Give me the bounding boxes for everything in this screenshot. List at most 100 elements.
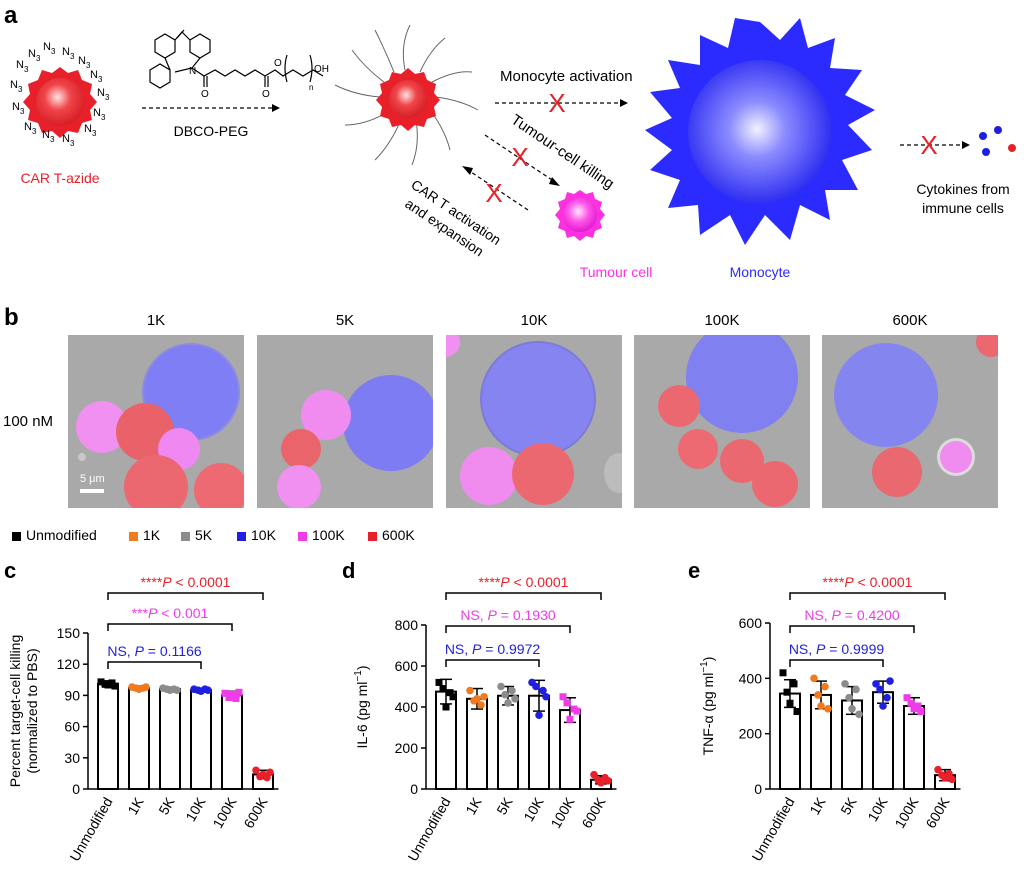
panel-letter: e <box>688 560 700 583</box>
data-point <box>235 688 243 696</box>
bar <box>903 705 925 790</box>
svg-text:N3: N3 <box>10 79 23 94</box>
data-point <box>111 682 119 690</box>
data-point <box>252 766 260 775</box>
data-point <box>917 708 925 716</box>
data-point <box>97 678 105 686</box>
svg-text:N3: N3 <box>90 69 103 84</box>
data-point <box>497 682 505 691</box>
data-point <box>779 669 787 677</box>
comparison-label: NS, P = 0.9972 <box>445 641 541 657</box>
cytokine-dot-blue-1 <box>979 132 987 140</box>
dbco-n-atom: N <box>189 66 196 77</box>
legend-swatch <box>12 532 21 541</box>
y-tick-label: 30 <box>64 750 80 766</box>
y-axis-label: TNF-α (pg ml−1) <box>699 657 716 756</box>
x-tick-label: 100K <box>209 794 240 831</box>
panel-b-letter: b <box>4 304 19 331</box>
data-point <box>466 686 474 695</box>
data-point <box>903 694 911 702</box>
dbco-peg-label: DBCO-PEG <box>174 123 249 139</box>
y-axis-label-line2: (normalized to PBS) <box>24 648 40 773</box>
x-tick-label: Unmodified <box>66 795 115 864</box>
svg-text:N3: N3 <box>24 121 37 136</box>
micrograph-5k <box>257 335 433 508</box>
bar <box>159 688 181 790</box>
x-tick-label: 1K <box>462 794 485 817</box>
data-point <box>852 685 860 694</box>
data-point <box>793 708 801 716</box>
y-tick-label: 0 <box>754 781 762 797</box>
data-point <box>573 707 581 715</box>
y-tick-label: 60 <box>64 719 80 735</box>
data-point <box>821 682 829 691</box>
data-point <box>542 692 550 701</box>
x-tick-label: 600K <box>578 794 609 831</box>
y-tick-label: 0 <box>410 781 418 797</box>
chart-c: c 0 30 60 90 120 150 Percent target-cell killin… <box>4 560 279 864</box>
data-point <box>504 699 512 707</box>
dbco-peg-structure <box>149 29 324 89</box>
panel-a-letter: a <box>4 2 18 29</box>
comparison-label: NS, P = 0.4200 <box>804 607 900 623</box>
legend-swatch <box>181 532 190 541</box>
car-t-azide-label: CAR T-azide <box>20 170 99 186</box>
x-tick-label: 1K <box>806 794 829 817</box>
pegylated-car-t-cell <box>376 68 440 131</box>
column-label-5k: 5K <box>335 312 355 329</box>
scale-bar <box>80 489 104 493</box>
comparison-label: ****P < 0.0001 <box>141 574 231 590</box>
comparison-bracket <box>789 592 946 600</box>
data-point <box>848 704 856 713</box>
x-tick-label: 600K <box>240 794 271 831</box>
data-point <box>477 701 485 709</box>
y-tick-label: 120 <box>57 656 81 672</box>
data-point <box>266 768 274 777</box>
data-point <box>590 770 598 779</box>
data-point <box>559 693 567 701</box>
dbco-n-subscript: n <box>309 83 313 92</box>
svg-text:N3: N3 <box>28 48 41 63</box>
x-tick-label: 1K <box>124 794 147 817</box>
data-point <box>783 688 791 696</box>
data-point <box>449 693 457 701</box>
monocyte-cell <box>645 18 875 245</box>
data-point <box>532 682 540 691</box>
legend-label: 10K <box>251 527 276 543</box>
dbco-o-atom-3: O <box>274 58 282 69</box>
data-point <box>104 681 112 689</box>
data-point <box>855 710 863 719</box>
panel-a-schematic: N3 N3 N3 N3 N3 N3 N3 N3 N3 N3 N3 N3 N3 N… <box>10 18 1016 280</box>
svg-text:N3: N3 <box>93 107 106 122</box>
cytokine-dot-blue-3 <box>982 148 990 156</box>
row-label: 100 nM <box>3 413 54 430</box>
svg-text:N3: N3 <box>84 123 97 138</box>
column-label-1k: 1K <box>146 312 166 329</box>
y-tick-label: 600 <box>739 615 763 631</box>
legend-swatch <box>129 532 138 541</box>
micrograph-600k <box>822 335 998 508</box>
x-tick-label: 5K <box>155 794 178 817</box>
tumour-cell-label: Tumour cell <box>580 264 653 280</box>
data-point <box>535 711 543 719</box>
data-point <box>442 703 450 711</box>
y-tick-label: 800 <box>395 617 419 633</box>
y-tick-label: 600 <box>395 658 419 674</box>
monocyte-block-mark: X <box>548 88 565 118</box>
data-point <box>232 695 240 703</box>
data-point <box>508 686 516 695</box>
svg-text:N3: N3 <box>97 87 110 102</box>
legend-swatch <box>237 532 246 541</box>
bar <box>497 694 519 791</box>
data-point <box>910 705 918 713</box>
svg-text:N3: N3 <box>43 41 56 56</box>
micrograph-1k: 5 μm <box>68 335 244 508</box>
cytokine-dot-blue-2 <box>994 126 1002 134</box>
chart-d: d 0 200 400 600 800 IL-6 (pg ml−1) Unmodified 1K… <box>342 560 617 864</box>
cytokines-label-1: Cytokines from <box>916 181 1009 197</box>
y-axis-label: Percent target-cell killing (normalized t… <box>7 635 40 788</box>
chart-e: e 0 200 400 600 TNF-α (pg ml−1) Unmodified 1K 5K… <box>688 560 961 864</box>
dbco-oh-group: OH <box>314 64 329 75</box>
monocyte-arrowhead <box>620 99 628 107</box>
azide-labels: N3 N3 N3 N3 N3 N3 N3 N3 N3 N3 N3 N3 N3 N… <box>10 41 110 148</box>
